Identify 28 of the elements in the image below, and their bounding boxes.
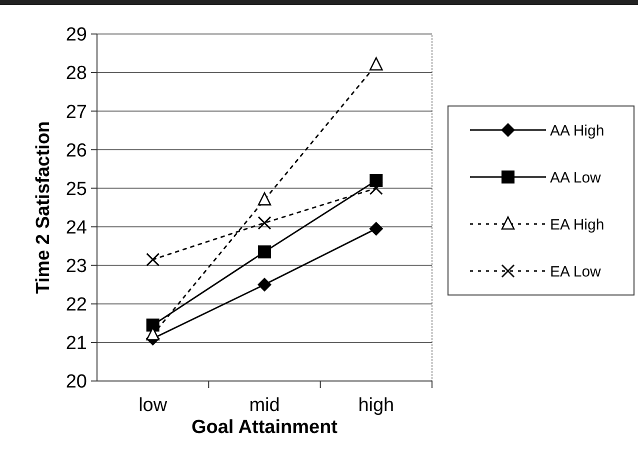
y-tick-label: 24 bbox=[66, 217, 88, 238]
legend-label: EA High bbox=[550, 216, 604, 234]
x-tick-label: mid bbox=[249, 395, 280, 416]
point bbox=[258, 278, 272, 292]
y-tick-label: 20 bbox=[66, 372, 87, 393]
legend-label: EA Low bbox=[550, 263, 602, 280]
point bbox=[370, 57, 383, 70]
point bbox=[146, 327, 160, 340]
y-tick-label: 25 bbox=[66, 178, 87, 200]
y-tick-label: 26 bbox=[66, 140, 87, 162]
point bbox=[258, 192, 272, 206]
point bbox=[146, 252, 160, 266]
x-tick-label: low bbox=[138, 395, 168, 416]
y-tick-label: 29 bbox=[66, 24, 87, 46]
y-tick-label: 27 bbox=[66, 102, 87, 123]
point bbox=[258, 245, 271, 258]
y-tick-label: 22 bbox=[66, 294, 87, 316]
y-axis-title: Time 2 Satisfaction bbox=[33, 121, 54, 294]
point bbox=[369, 181, 383, 195]
y-tick-label: 21 bbox=[66, 333, 87, 354]
point bbox=[369, 222, 384, 236]
legend-label: AA High bbox=[550, 122, 604, 140]
y-tick-label: 28 bbox=[66, 63, 87, 84]
x-tick-label: high bbox=[358, 395, 394, 416]
y-tick-label: 23 bbox=[66, 256, 87, 277]
x-axis-title: Goal Attainment bbox=[191, 417, 338, 438]
point bbox=[258, 216, 272, 230]
legend-label: AA Low bbox=[550, 169, 602, 186]
